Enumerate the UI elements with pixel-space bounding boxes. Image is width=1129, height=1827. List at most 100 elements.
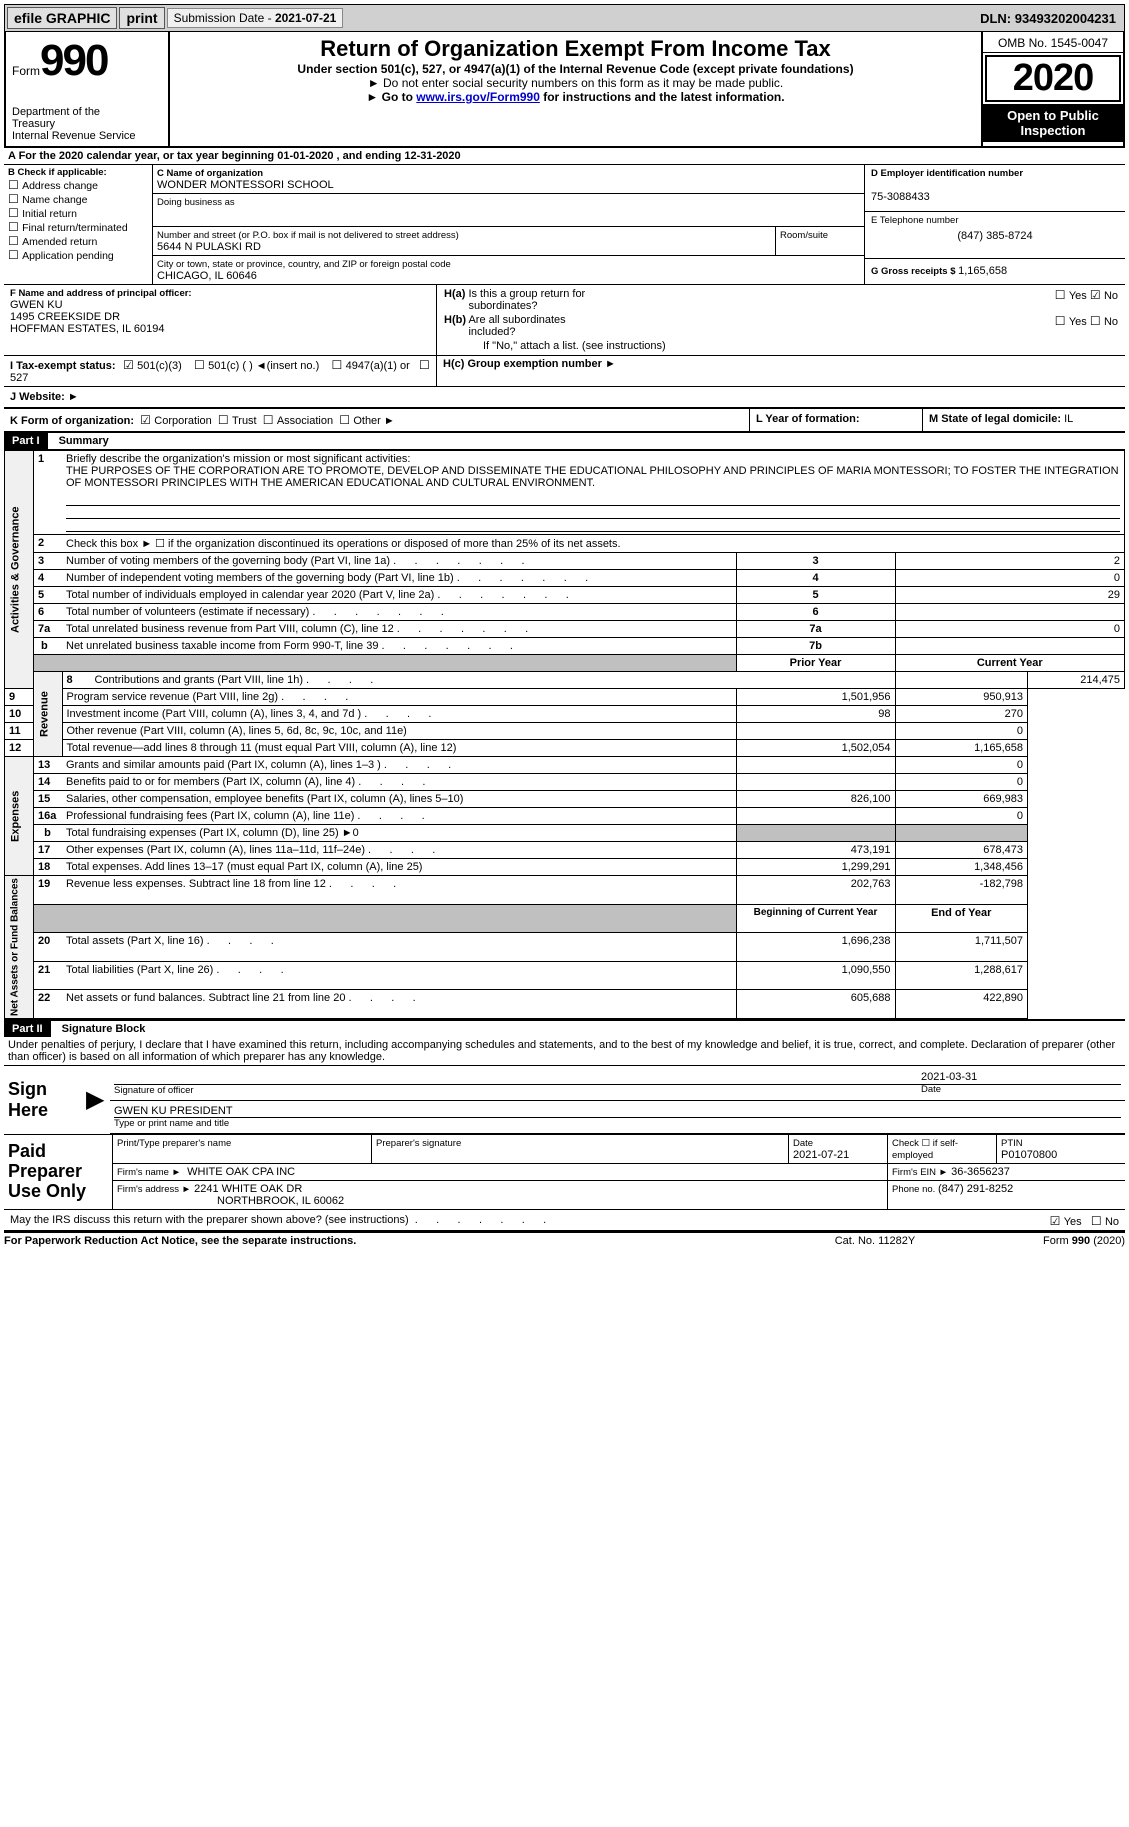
l12-text: Total revenue—add lines 8 through 11 (mu… (67, 742, 457, 754)
sign-here-label: Sign Here (8, 1079, 78, 1121)
l9-text: Program service revenue (Part VIII, line… (67, 691, 349, 703)
l7a-value: 0 (895, 621, 1124, 638)
discuss-no-label: No (1105, 1216, 1119, 1228)
addr-label: Number and street (or P.O. box if mail i… (157, 230, 459, 241)
print-button[interactable]: print (119, 7, 164, 29)
l1-label: Briefly describe the organization's miss… (66, 453, 410, 465)
l20-begin: 1,696,238 (736, 933, 895, 962)
hb-yes-label: Yes (1069, 316, 1087, 328)
firm-ein-label: Firm's EIN ► (892, 1167, 948, 1178)
l22-text: Net assets or fund balances. Subtract li… (66, 992, 416, 1004)
l2-text: Check this box ► ☐ if the organization d… (62, 535, 1125, 553)
pp-name-label: Print/Type preparer's name (117, 1138, 231, 1149)
l12-prior: 1,502,054 (736, 740, 895, 757)
b-final-return[interactable]: Final return/terminated (8, 220, 148, 234)
b-amended-return[interactable]: Amended return (8, 234, 148, 248)
l14-text: Benefits paid to or for members (Part IX… (66, 776, 425, 788)
part-i-header-row: Part I Summary (4, 433, 1125, 450)
l3-value: 2 (895, 553, 1124, 570)
b-label: B Check if applicable: (8, 167, 148, 178)
firm-name-label: Firm's name ► (117, 1167, 181, 1178)
sig-date-label: Date (921, 1084, 941, 1095)
k4-label: Other ► (353, 415, 394, 427)
l17-text: Other expenses (Part IX, column (A), lin… (66, 844, 435, 856)
discuss-no[interactable] (1091, 1216, 1105, 1228)
k-other[interactable] (339, 415, 353, 427)
col-current-year: Current Year (895, 655, 1124, 672)
form-note2: ► Go to www.irs.gov/Form990 for instruct… (176, 90, 975, 104)
i3-label: 4947(a)(1) or (346, 360, 410, 372)
i-501c3[interactable] (123, 360, 137, 372)
k-association[interactable] (263, 415, 277, 427)
b-address-change[interactable]: Address change (8, 178, 148, 192)
l16a-text: Professional fundraising fees (Part IX, … (66, 810, 425, 822)
l8-current: 214,475 (1028, 672, 1125, 689)
officer-name-label: Type or print name and title (114, 1117, 1121, 1129)
i-501c[interactable] (194, 360, 208, 372)
public1: Open to Public (1007, 108, 1099, 123)
d-label: D Employer identification number (871, 168, 1023, 179)
ha-yes[interactable] (1055, 290, 1069, 302)
i-527[interactable] (419, 360, 430, 372)
form-prefix: Form (12, 64, 40, 78)
m-label: M State of legal domicile: (929, 413, 1064, 425)
section-k-m: K Form of organization: Corporation Trus… (4, 409, 1125, 433)
dots-filler (412, 1214, 546, 1226)
k-corporation[interactable] (140, 415, 154, 427)
l15-text: Salaries, other compensation, employee b… (66, 793, 463, 805)
l18-prior: 1,299,291 (736, 859, 895, 876)
section-b-table: B Check if applicable: Address change Na… (4, 165, 1125, 285)
ein-value: 75-3088433 (871, 191, 930, 203)
hb-no[interactable] (1090, 316, 1104, 328)
l3-text: Number of voting members of the governin… (66, 555, 525, 567)
part-ii-header-row: Part II Signature Block (4, 1019, 1125, 1037)
form-no: 990 (40, 36, 107, 85)
org-name: WONDER MONTESSORI SCHOOL (157, 179, 334, 191)
pp-date-label: Date (793, 1138, 813, 1149)
ha-no[interactable] (1090, 290, 1104, 302)
firm-ein-value: 36-3656237 (951, 1166, 1010, 1178)
l-label: L Year of formation: (756, 413, 860, 425)
i-4947[interactable] (331, 360, 345, 372)
b-initial-return[interactable]: Initial return (8, 206, 148, 220)
form-outer: Form990 Department of the Treasury Inter… (4, 32, 1125, 148)
l7a-text: Total unrelated business revenue from Pa… (66, 623, 528, 635)
l20-text: Total assets (Part X, line 16) (66, 935, 274, 947)
l9-current: 950,913 (895, 689, 1027, 706)
org-street: 5644 N PULASKI RD (157, 241, 261, 253)
l16a-current: 0 (895, 808, 1027, 825)
b-name-change[interactable]: Name change (8, 192, 148, 206)
k2-label: Trust (232, 415, 257, 427)
part-i-title: Summary (51, 435, 109, 447)
part-ii-badge: Part II (4, 1021, 51, 1037)
l1-text: THE PURPOSES OF THE CORPORATION ARE TO P… (66, 465, 1119, 489)
irs-link[interactable]: www.irs.gov/Form990 (416, 90, 540, 104)
b-application-pending[interactable]: Application pending (8, 248, 148, 262)
side-expenses: Expenses (5, 757, 34, 876)
k1-label: Corporation (154, 415, 211, 427)
l21-end: 1,288,617 (895, 961, 1027, 990)
hb-yes[interactable] (1055, 316, 1069, 328)
sign-arrow: ▶ (82, 1066, 110, 1134)
pp-ptin-value: P01070800 (1001, 1149, 1057, 1161)
l13-prior (736, 757, 895, 774)
discuss-yes[interactable] (1050, 1216, 1064, 1228)
l11-prior (736, 723, 895, 740)
footer-mid: Cat. No. 11282Y (775, 1235, 975, 1247)
l21-text: Total liabilities (Part X, line 26) (66, 964, 284, 976)
l13-text: Grants and similar amounts paid (Part IX… (66, 759, 451, 771)
l7b-text: Net unrelated business taxable income fr… (66, 640, 513, 652)
dept-line1: Department of the (12, 106, 162, 118)
l15-current: 669,983 (895, 791, 1027, 808)
c-label: C Name of organization (157, 168, 263, 179)
k-trust[interactable] (218, 415, 232, 427)
l4-text: Number of independent voting members of … (66, 572, 588, 584)
l22-begin: 605,688 (736, 990, 895, 1019)
phone-value: (847) 385-8724 (871, 226, 1119, 242)
ha-yes-label: Yes (1069, 290, 1087, 302)
l18-current: 1,348,456 (895, 859, 1027, 876)
e-label: E Telephone number (871, 215, 959, 226)
l19-current: -182,798 (895, 876, 1027, 905)
firm-name-value: WHITE OAK CPA INC (187, 1166, 295, 1178)
l8-prior (895, 672, 1027, 689)
